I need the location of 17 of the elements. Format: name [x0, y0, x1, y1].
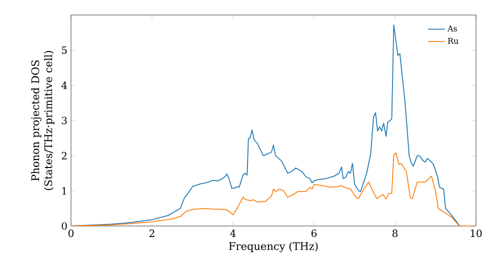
y-tick-label: 2 [62, 152, 66, 160]
x-axis-title: Frequency (THz) [229, 242, 318, 252]
x-tick-label: 10 [470, 230, 482, 238]
y-tick-label: 4 [61, 82, 67, 90]
y-tick-label: 3 [62, 116, 67, 124]
y-axis-title: Phonon projected DOS (States/THz·primitive cell) [31, 50, 54, 190]
x-tick-label: 2 [150, 230, 154, 237]
y-tick-label: 0 [62, 222, 67, 230]
y-tick-label: 5 [62, 46, 67, 54]
legend-label: As [447, 26, 457, 32]
y-tick-label: 1 [62, 187, 66, 195]
x-tick-label: 4 [230, 230, 236, 237]
x-tick-label: 0 [68, 230, 74, 238]
line-series [71, 152, 476, 226]
x-tick-label: 6 [311, 230, 317, 238]
x-tick-label: 8 [392, 230, 398, 238]
legend-label: Ru [448, 38, 458, 44]
